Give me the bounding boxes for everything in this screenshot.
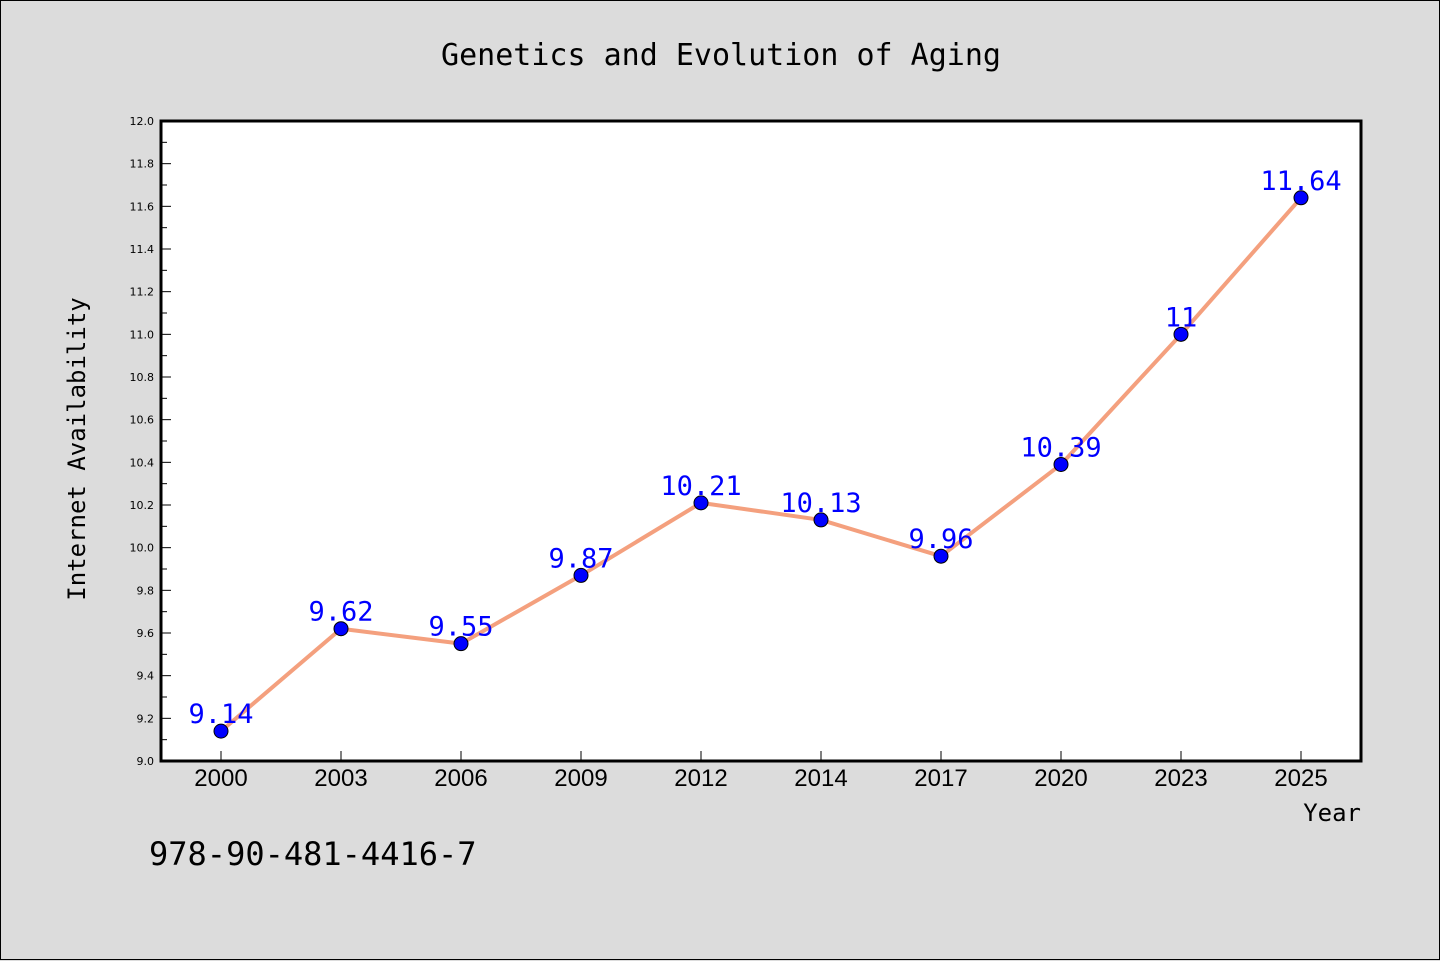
x-tick-label: 2020 xyxy=(1034,765,1087,792)
y-tick-label: 10.2 xyxy=(130,499,155,512)
y-tick-label: 10.0 xyxy=(130,542,155,555)
y-axis-label: Internet Availability xyxy=(63,297,91,600)
y-tick-label: 11.4 xyxy=(130,243,155,256)
plot-area xyxy=(161,121,1361,761)
y-tick-label: 11.6 xyxy=(130,200,155,213)
data-point xyxy=(333,621,349,637)
chart-title: Genetics and Evolution of Aging xyxy=(441,38,1001,73)
data-label: 9.55 xyxy=(428,612,493,643)
y-axis: 9.0 9.2 9.4 9.6 9.8 10.0 10.2 10.4 10.6 10.8 11.0 1… xyxy=(130,115,171,768)
y-tick-label: 12.0 xyxy=(130,115,155,128)
data-point xyxy=(933,548,949,564)
series-line xyxy=(219,195,1303,734)
x-tick-label: 2023 xyxy=(1154,765,1207,792)
data-label: 10.39 xyxy=(1020,432,1101,463)
y-tick-label: 11.0 xyxy=(130,328,155,341)
x-axis-label: Year xyxy=(1303,799,1361,827)
x-tick-label: 2009 xyxy=(554,765,607,792)
y-tick-label: 9.4 xyxy=(137,670,155,683)
x-tick-label: 2025 xyxy=(1274,765,1327,792)
y-tick-label: 10.8 xyxy=(130,371,155,384)
y-tick-label: 9.8 xyxy=(137,584,155,597)
y-tick-label: 10.4 xyxy=(130,456,155,469)
y-tick-label: 11.8 xyxy=(130,158,155,171)
data-point xyxy=(453,636,469,652)
data-point xyxy=(1293,190,1309,206)
data-label: 9.62 xyxy=(308,597,373,628)
y-tick-label: 11.2 xyxy=(130,286,155,299)
data-label: 10.13 xyxy=(780,488,861,519)
plot-frame xyxy=(159,119,1363,763)
data-point xyxy=(1173,326,1189,342)
data-series: 9.14 9.62 9.55 9.87 10.21 10.13 9.96 10.39 11 11.… xyxy=(188,166,1342,739)
data-point xyxy=(213,723,229,739)
x-tick-label: 2000 xyxy=(194,765,247,792)
x-axis: 2000 2003 2006 2009 2012 2014 2017 2020 2023 2025 xyxy=(194,751,1328,792)
data-label: 9.87 xyxy=(548,543,613,574)
x-tick-label: 2003 xyxy=(314,765,367,792)
y-tick-label: 9.0 xyxy=(137,755,155,768)
data-label: 9.96 xyxy=(908,524,973,555)
data-label: 10.21 xyxy=(660,471,741,502)
x-tick-label: 2017 xyxy=(914,765,967,792)
data-label: 11.64 xyxy=(1260,166,1341,197)
y-tick-label: 9.6 xyxy=(137,627,155,640)
data-label: 9.14 xyxy=(188,699,253,730)
x-tick-label: 2006 xyxy=(434,765,487,792)
data-point xyxy=(573,567,589,583)
data-point xyxy=(1053,456,1069,472)
y-tick-label: 10.6 xyxy=(130,414,155,427)
data-point xyxy=(813,512,829,528)
isbn-text: 978-90-481-4416-7 xyxy=(149,835,477,873)
data-point xyxy=(693,495,709,511)
y-tick-label: 9.2 xyxy=(137,712,155,725)
x-tick-label: 2012 xyxy=(674,765,727,792)
x-tick-label: 2014 xyxy=(794,765,847,792)
data-label: 11 xyxy=(1165,302,1198,333)
